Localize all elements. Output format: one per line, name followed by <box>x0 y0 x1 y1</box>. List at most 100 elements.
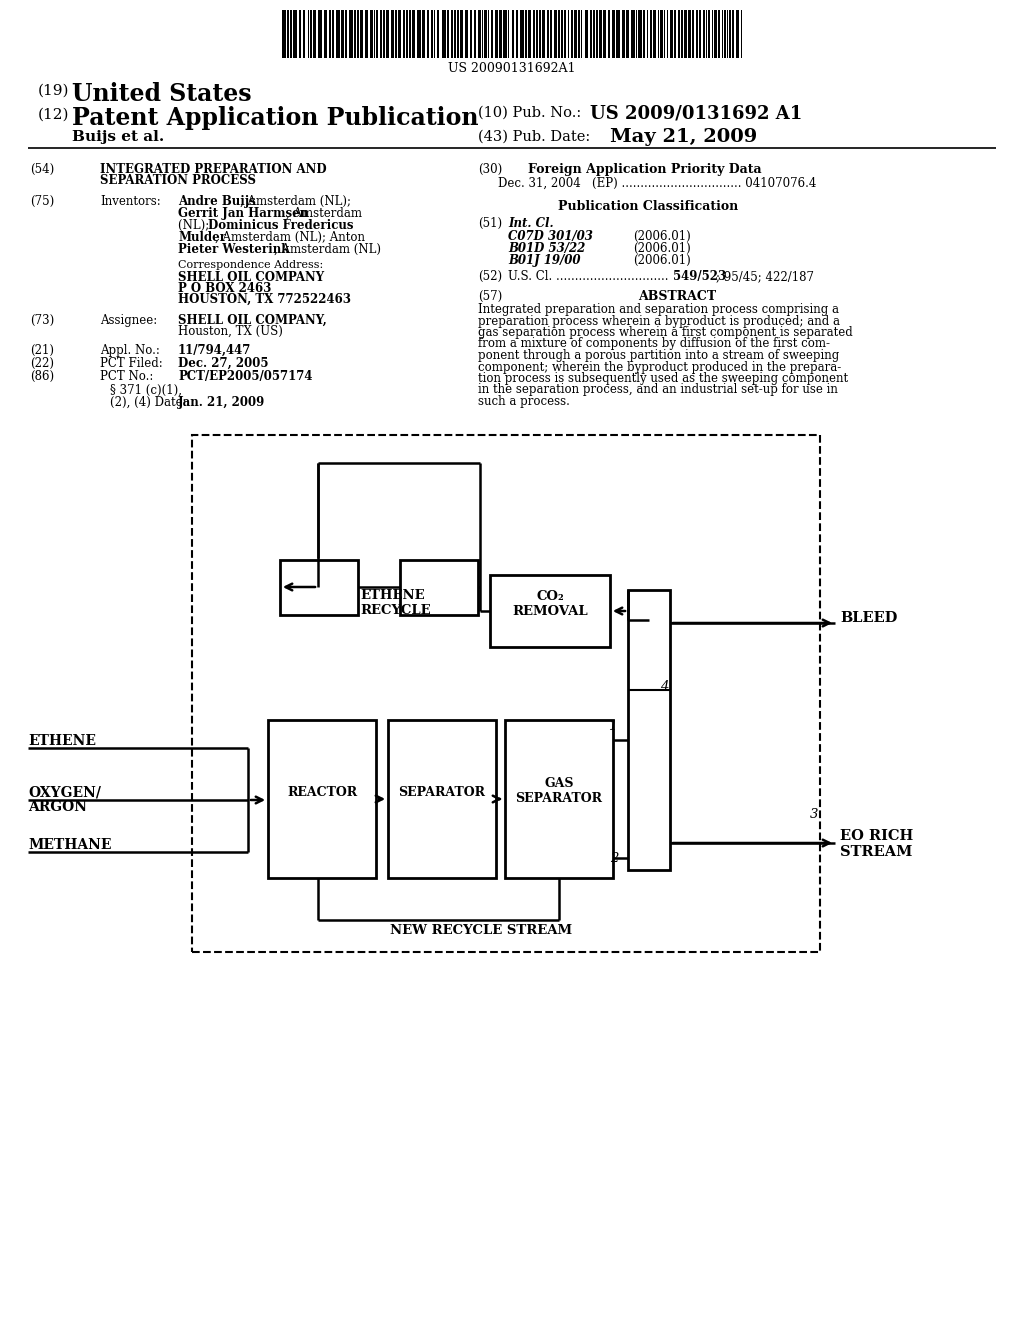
Bar <box>596 11 598 58</box>
Bar <box>724 11 725 58</box>
Bar <box>403 11 406 58</box>
Bar <box>357 11 359 58</box>
Bar <box>474 11 475 58</box>
Bar <box>631 11 635 58</box>
Text: Andre Buijs: Andre Buijs <box>178 195 256 209</box>
Bar <box>542 11 545 58</box>
Text: (22): (22) <box>30 356 54 370</box>
Text: 2: 2 <box>610 851 618 865</box>
Text: U.S. Cl. ..............................: U.S. Cl. .............................. <box>508 271 669 282</box>
Bar <box>674 11 676 58</box>
Text: Buijs et al.: Buijs et al. <box>72 129 164 144</box>
Bar <box>318 11 322 58</box>
Text: CO₂
REMOVAL: CO₂ REMOVAL <box>512 590 588 618</box>
Bar <box>599 11 601 58</box>
Text: (2), (4) Date:: (2), (4) Date: <box>110 396 186 409</box>
Bar <box>465 11 468 58</box>
Bar <box>287 11 289 58</box>
Bar <box>554 11 557 58</box>
Bar <box>536 11 538 58</box>
Text: PCT Filed:: PCT Filed: <box>100 356 163 370</box>
Bar <box>684 11 686 58</box>
Bar <box>310 11 311 58</box>
Bar <box>383 11 385 58</box>
Bar <box>348 11 352 58</box>
Text: ETHENE: ETHENE <box>28 734 96 748</box>
Bar <box>388 719 496 878</box>
Text: (51): (51) <box>478 216 502 230</box>
Text: ; 95/45; 422/187: ; 95/45; 422/187 <box>716 271 814 282</box>
Text: preparation process wherein a byproduct is produced; and a: preparation process wherein a byproduct … <box>478 314 840 327</box>
Bar <box>539 11 541 58</box>
Bar <box>736 11 738 58</box>
Bar <box>484 11 486 58</box>
Text: (52): (52) <box>478 271 502 282</box>
Bar <box>687 11 690 58</box>
Text: (73): (73) <box>30 314 54 327</box>
Bar <box>422 11 425 58</box>
Bar <box>433 11 435 58</box>
Text: (57): (57) <box>478 290 502 304</box>
Text: Integrated preparation and separation process comprising a: Integrated preparation and separation pr… <box>478 304 839 315</box>
Text: 549/523: 549/523 <box>673 271 726 282</box>
Bar <box>454 11 456 58</box>
Bar <box>660 11 663 58</box>
Bar <box>313 11 316 58</box>
Text: 3: 3 <box>810 808 818 821</box>
Bar <box>608 11 610 58</box>
Bar <box>515 11 518 58</box>
Text: Int. Cl.: Int. Cl. <box>508 216 554 230</box>
Text: BLEED: BLEED <box>840 611 897 624</box>
Bar <box>712 11 713 58</box>
Text: SEPARATION PROCESS: SEPARATION PROCESS <box>100 174 256 187</box>
Bar <box>400 560 478 615</box>
Text: from a mixture of components by diffusion of the first com-: from a mixture of components by diffusio… <box>478 338 830 351</box>
Bar <box>578 11 580 58</box>
Bar <box>503 11 507 58</box>
Bar <box>616 11 620 58</box>
Bar <box>495 11 498 58</box>
Bar <box>590 11 592 58</box>
Bar <box>722 11 723 58</box>
Bar <box>332 11 334 58</box>
Bar <box>585 11 588 58</box>
Text: B01J 19/00: B01J 19/00 <box>508 253 581 267</box>
Bar <box>397 11 400 58</box>
Text: ABSTRACT: ABSTRACT <box>638 290 716 304</box>
Text: Publication Classification: Publication Classification <box>558 201 738 213</box>
Bar <box>567 11 569 58</box>
Text: Dominicus Fredericus: Dominicus Fredericus <box>208 219 353 232</box>
Text: PCT/EP2005/057174: PCT/EP2005/057174 <box>178 370 312 383</box>
Bar <box>708 11 710 58</box>
Bar <box>299 11 301 58</box>
Text: Foreign Application Priority Data: Foreign Application Priority Data <box>528 162 762 176</box>
Bar <box>441 11 445 58</box>
Text: HOUSTON, TX 772522463: HOUSTON, TX 772522463 <box>178 293 351 306</box>
Bar <box>268 719 376 878</box>
Bar <box>360 11 362 58</box>
Bar <box>512 11 514 58</box>
Text: Houston, TX (US): Houston, TX (US) <box>178 325 283 338</box>
Text: Jan. 21, 2009: Jan. 21, 2009 <box>178 396 265 409</box>
Bar <box>638 11 642 58</box>
Text: 1: 1 <box>608 719 616 733</box>
Bar <box>731 11 734 58</box>
Bar <box>547 11 549 58</box>
Bar <box>376 11 378 58</box>
Bar <box>508 11 509 58</box>
Bar <box>447 11 449 58</box>
Text: Dec. 31, 2004   (EP) ................................ 04107076.4: Dec. 31, 2004 (EP) .....................… <box>498 177 816 190</box>
Bar <box>714 11 717 58</box>
Text: (2006.01): (2006.01) <box>633 253 691 267</box>
Bar <box>380 11 382 58</box>
Text: 4: 4 <box>660 680 669 693</box>
Bar <box>386 11 388 58</box>
Bar <box>729 11 730 58</box>
Text: Gerrit Jan Harmsen: Gerrit Jan Harmsen <box>178 207 308 220</box>
Bar <box>622 11 625 58</box>
Text: , Amsterdam: , Amsterdam <box>286 207 362 220</box>
Text: , Amsterdam (NL): , Amsterdam (NL) <box>274 243 381 256</box>
Bar <box>670 11 673 58</box>
Bar <box>487 11 489 58</box>
Text: Pieter Westerink: Pieter Westerink <box>178 243 290 256</box>
